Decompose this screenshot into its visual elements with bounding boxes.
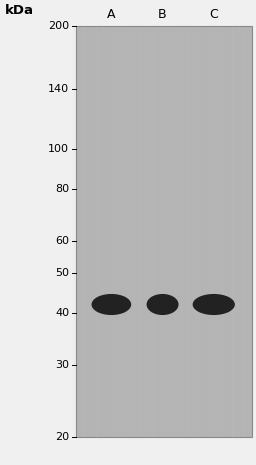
Ellipse shape (92, 294, 131, 315)
Text: 80: 80 (55, 184, 69, 194)
Text: 30: 30 (55, 359, 69, 370)
Text: 50: 50 (55, 268, 69, 279)
Text: C: C (209, 8, 218, 21)
Text: 140: 140 (48, 84, 69, 94)
Text: 40: 40 (55, 308, 69, 318)
Ellipse shape (193, 294, 235, 315)
Text: 20: 20 (55, 432, 69, 442)
Text: 60: 60 (55, 236, 69, 246)
Text: A: A (107, 8, 116, 21)
Text: B: B (158, 8, 167, 21)
Ellipse shape (146, 294, 179, 315)
Text: kDa: kDa (5, 4, 34, 17)
Bar (76, 26, 252, 437)
Text: 100: 100 (48, 145, 69, 154)
Text: 200: 200 (48, 20, 69, 31)
